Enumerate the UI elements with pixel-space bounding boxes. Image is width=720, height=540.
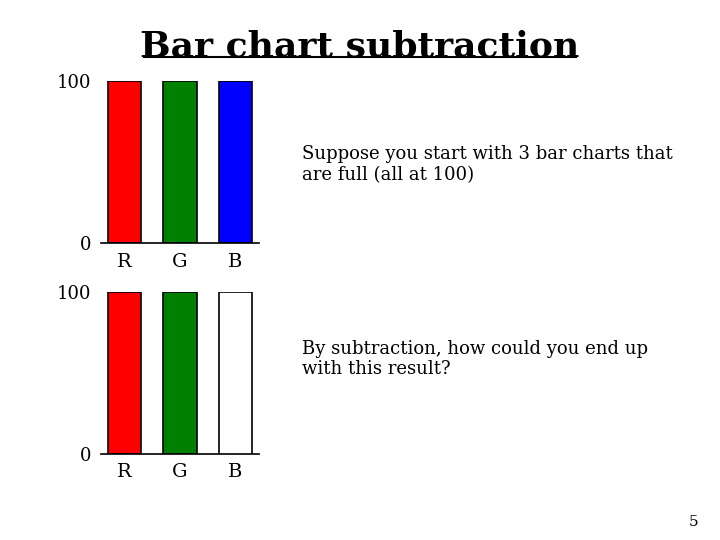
Text: Bar chart subtraction: Bar chart subtraction	[140, 30, 580, 64]
Bar	[219, 81, 252, 243]
Bar	[219, 292, 252, 454]
Bar	[163, 81, 197, 243]
Bar	[108, 292, 141, 454]
Text: Suppose you start with 3 bar charts that
are full (all at 100): Suppose you start with 3 bar charts that…	[302, 145, 673, 184]
Bar	[108, 81, 141, 243]
Text: By subtraction, how could you end up
with this result?: By subtraction, how could you end up wit…	[302, 340, 649, 379]
Text: 5: 5	[689, 515, 698, 529]
Bar	[163, 292, 197, 454]
